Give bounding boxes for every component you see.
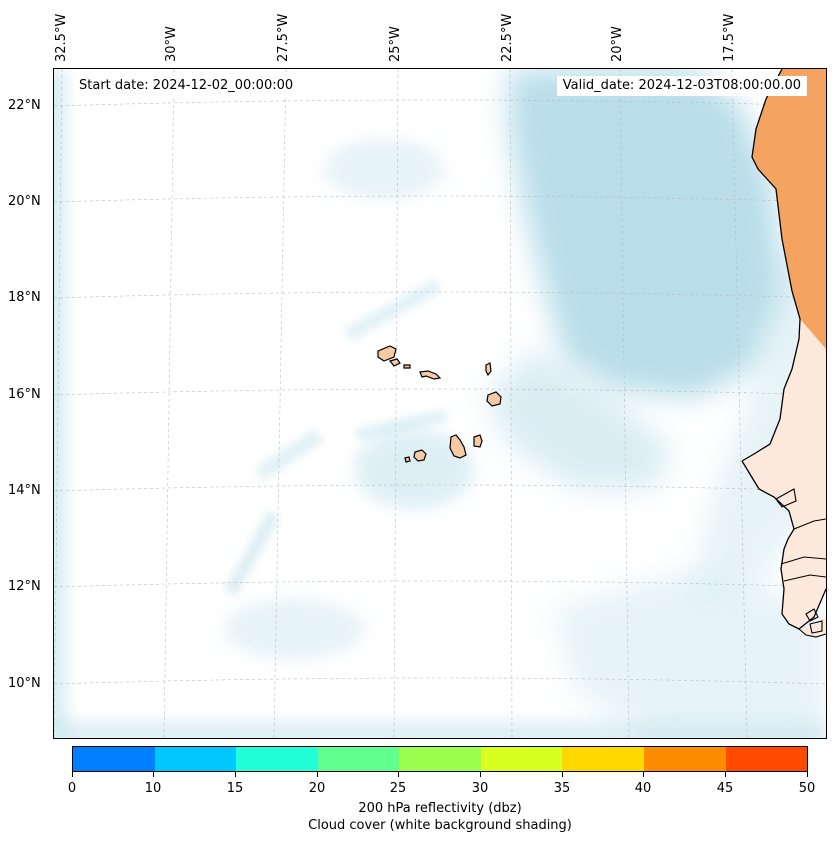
island-boa-vista [486, 391, 502, 407]
colorbar-tick [235, 772, 236, 777]
colorbar-tick-label-30: 30 [471, 781, 489, 796]
colorbar-label: 200 hPa reflectivity (dbz) [358, 801, 522, 816]
lon-label-22-5w: 22.5°W [500, 13, 515, 62]
colorbar-tick-label-0: 0 [67, 781, 77, 796]
island-sao-nicolau [419, 370, 442, 380]
lon-label-32-5w: 32.5°W [54, 13, 69, 62]
lon-label-17-5w: 17.5°W [722, 13, 737, 62]
cloud-patch-northwest [324, 139, 444, 199]
graticule [54, 69, 826, 738]
colorbar-segment-20-25 [317, 747, 400, 771]
colorbar-tick [807, 772, 808, 777]
colorbar-tick-label-10: 10 [144, 781, 162, 796]
colorbar-tick [153, 772, 154, 777]
colorbar-tick-label-45: 45 [716, 781, 734, 796]
coastline-north [741, 69, 801, 462]
colorbar-segment-25-30 [399, 747, 481, 771]
coastline-gambia [775, 488, 826, 530]
lat-label-14n: 14°N [8, 483, 41, 498]
start-date-label: Start date: 2024-12-02_00:00:00 [73, 76, 300, 96]
island-maio [473, 434, 483, 448]
cloud-band-southeast [554, 569, 824, 738]
cloud-mass-northeast [509, 69, 784, 399]
coastline-casamance [780, 556, 826, 582]
grid-lat-16n [54, 388, 826, 396]
grid-lat-20n [54, 195, 826, 203]
island-brava [404, 456, 411, 463]
colorbar-tick-label-20: 20 [308, 781, 326, 796]
lon-label-27-5w: 27.5°W [276, 13, 291, 62]
african-coast [741, 69, 826, 638]
lat-label-18n: 18°N [8, 290, 41, 305]
island-fogo [413, 449, 427, 462]
cloud-edge-south [54, 721, 826, 738]
cloud-streak-3 [344, 279, 442, 341]
colorbar-tick [317, 772, 318, 777]
colorbar-segment-10-15 [154, 747, 237, 771]
colorbar-tick [72, 772, 73, 777]
grid-lat-12n [54, 580, 826, 588]
island-sal [485, 362, 492, 377]
colorbar-tick [398, 772, 399, 777]
land-northwest-africa [752, 69, 826, 349]
lat-label-22n: 22°N [8, 98, 41, 113]
cloud-streak-1 [224, 509, 279, 597]
map-canvas [54, 69, 826, 738]
colorbar-tick [562, 772, 563, 777]
lat-label-16n: 16°N [8, 387, 41, 402]
land-senegal-coast [742, 319, 826, 629]
lat-label-10n: 10°N [8, 676, 41, 691]
colorbar-tick [643, 772, 644, 777]
grid-lat-10n [54, 677, 826, 685]
island-santiago [449, 434, 467, 459]
island-santa-luzia [403, 364, 411, 369]
colorbar-tick-label-50: 50 [798, 781, 816, 796]
cloud-streak-4 [354, 409, 449, 441]
colorbar-tick-label-15: 15 [226, 781, 244, 796]
reflectivity-colorbar [72, 746, 808, 772]
grid-lon-30w [163, 69, 175, 738]
grid-lat-14n [54, 484, 826, 492]
colorbar-segment-35-40 [562, 747, 644, 771]
cloud-band-central [484, 349, 674, 489]
colorbar-tick-label-25: 25 [389, 781, 407, 796]
colorbar-tick [480, 772, 481, 777]
cloud-cover-shading [54, 69, 826, 738]
grid-lat-22n [54, 99, 826, 107]
valid-date-label: Valid_date: 2024-12-03T08:00:00.00 [556, 76, 807, 96]
island-santo-antao [377, 345, 397, 362]
colorbar-tick-label-35: 35 [553, 781, 571, 796]
colorbar-tick-label-40: 40 [634, 781, 652, 796]
colorbar-segment-15-20 [236, 747, 318, 771]
cape-verde-islands [377, 345, 502, 463]
colorbar-segment-0-10 [73, 747, 155, 771]
cloud-streak-2 [254, 429, 324, 481]
colorbar-segment-30-35 [480, 747, 563, 771]
colorbar-tick [725, 772, 726, 777]
grid-lat-18n [54, 291, 826, 299]
island-sao-vicente [388, 358, 401, 367]
coastline-bijagos [798, 608, 826, 638]
colorbar-segment-45-50 [725, 747, 808, 771]
lat-label-20n: 20°N [8, 194, 41, 209]
lon-label-20w: 20°W [610, 26, 625, 62]
cloud-patch-islands [354, 429, 474, 509]
lat-label-12n: 12°N [8, 579, 41, 594]
colorbar-segment-40-45 [643, 747, 726, 771]
cloud-patch-southwest [224, 599, 364, 659]
cloud-edge-west [54, 69, 66, 738]
colorbar-sublabel: Cloud cover (white background shading) [308, 818, 572, 833]
map-panel [53, 68, 827, 739]
lon-label-25w: 25°W [388, 26, 403, 62]
lon-label-30w: 30°W [164, 26, 179, 62]
